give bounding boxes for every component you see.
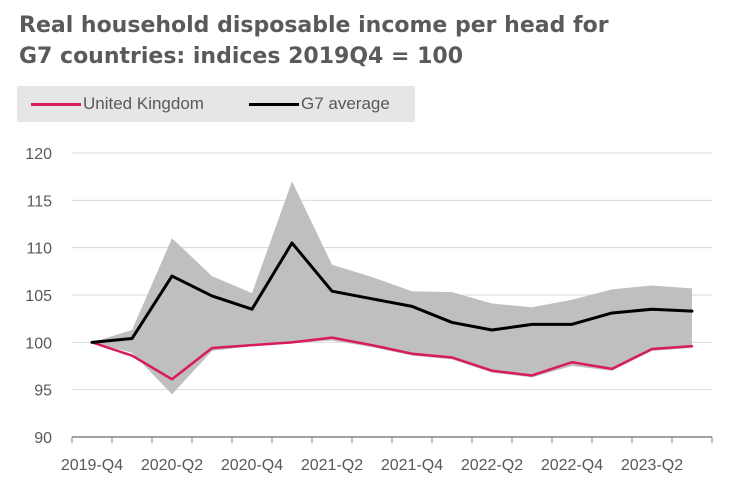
legend-label-g7: G7 average — [301, 94, 390, 113]
series-line-g7 — [90, 241, 694, 344]
series-line-uk — [90, 336, 694, 381]
chart-title-line-2: G7 countries: indices 2019Q4 = 100 — [19, 44, 464, 69]
y-tick-label: 110 — [26, 241, 52, 258]
y-tick-label: 95 — [34, 383, 52, 400]
y-tick-label: 90 — [34, 430, 52, 447]
chart-legend: United Kingdom G7 average — [17, 86, 415, 122]
x-tick-label: 2021-Q2 — [301, 457, 363, 474]
x-tick-label: 2021-Q4 — [381, 457, 443, 474]
x-tick-label: 2022-Q4 — [541, 457, 603, 474]
y-tick-label: 105 — [25, 288, 52, 305]
legend-label-uk: United Kingdom — [83, 94, 204, 113]
x-tick-label: 2019-Q4 — [61, 457, 123, 474]
chart-title: Real household disposable income per hea… — [19, 10, 739, 72]
legend-swatch-g7 — [249, 102, 299, 106]
chart-title-line-1: Real household disposable income per hea… — [19, 13, 609, 38]
x-tick-label: 2020-Q2 — [141, 457, 203, 474]
y-tick-label: 115 — [26, 193, 52, 210]
x-tick-label: 2023-Q2 — [621, 457, 683, 474]
x-tick-label: 2022-Q2 — [461, 457, 523, 474]
range-band — [92, 181, 692, 395]
x-tick-label: 2020-Q4 — [221, 457, 283, 474]
legend-item-uk: United Kingdom — [31, 86, 204, 122]
legend-item-g7: G7 average — [249, 86, 390, 122]
y-tick-label: 100 — [25, 335, 52, 352]
legend-swatch-uk — [31, 102, 81, 106]
y-tick-label: 120 — [25, 146, 52, 163]
